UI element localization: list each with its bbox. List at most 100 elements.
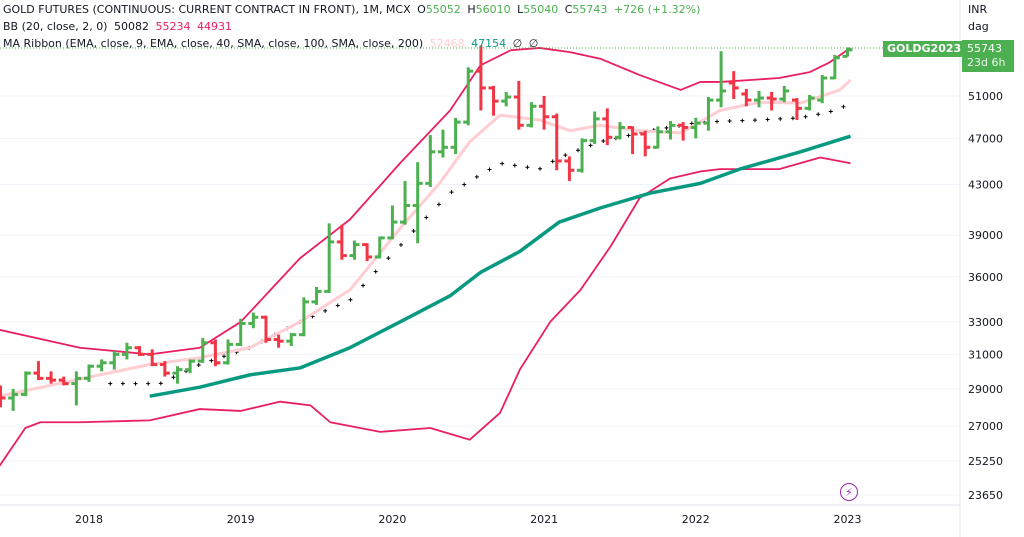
bb-basis-point [803,114,808,119]
bb-basis-point [538,166,543,171]
ohlc-bar [147,349,158,367]
ohlc-bar [437,129,448,158]
ohlc-bar [20,371,31,397]
bb-basis-point [752,118,757,123]
ohlc-bar [564,156,575,181]
ohlc-bar [46,371,57,384]
ohlc-bar [589,111,600,144]
last-price: 55743 [967,42,1002,55]
time-tick-label: 2020 [378,513,406,526]
ma-label: MA Ribbon (EMA, close, 9, EMA, close, 40… [3,37,424,50]
ohlc-bar [425,135,436,187]
price-tick-label: 29000 [968,383,1003,396]
bb-basis-point [500,161,505,166]
price-tick-label: 27000 [968,420,1003,433]
ohlc-bar [248,312,259,329]
ohlc-bar [400,180,411,225]
bb-basis-point [108,381,113,386]
bb-lower-value: 44931 [196,20,232,33]
ohlc-bar [665,121,676,140]
ohlc-bar [450,117,461,155]
ohlc-bar [374,236,385,259]
ma-ribbon-legend[interactable]: MA Ribbon (EMA, close, 9, EMA, close, 40… [3,37,541,51]
ohlc-bar [273,334,284,348]
bb-basis-point [601,139,606,144]
ohlc-bar [197,337,208,363]
open-value: 55052 [425,3,461,16]
countdown: 23d 6h [967,56,1006,69]
bb-basis-point [487,167,492,172]
bb-basis-point [778,116,783,121]
ohlc-bar [614,122,625,140]
bb-basis-point [386,256,391,261]
bb-label: BB (20, close, 2, 0) [3,20,108,33]
time-tick-label: 2023 [834,513,862,526]
bb-basis-point [398,242,403,247]
price-tick-label: 47000 [968,132,1003,145]
symbol-title: GOLD FUTURES (CONTINUOUS: CURRENT CONTRA… [3,3,411,16]
low-value: 55040 [523,3,559,16]
bb-basis-point [436,202,441,207]
ohlc-bar [71,371,82,406]
ohlc-bar [652,126,663,149]
ma3-value: ∅ [512,37,523,50]
ohlc-bar [324,223,335,293]
ohlc-bar [842,47,853,58]
ema-40-line [149,134,852,398]
bb-basis-point [411,229,416,234]
bb-basis-point [335,303,340,308]
ohlc-bar [412,162,423,244]
time-axis[interactable]: 2018 2019 2020 2021 2022 2023 [75,513,862,526]
ohlc-bar [210,339,221,367]
ohlc-bar [526,102,537,128]
bb-basis-point [323,308,328,313]
ohlc-bar [336,224,347,260]
bb-basis-point [727,119,732,124]
ohlc-bar [513,80,524,130]
bb-lower-line [0,156,851,467]
close-value: 55743 [572,3,608,16]
ohlc-bar [223,339,234,365]
ma4-value: ∅ [528,37,539,50]
price-tick-label: 36000 [968,271,1003,284]
bb-basis-point [715,119,720,124]
ohlc-bar [475,45,486,111]
ohlc-bar [678,122,689,141]
high-value: 56010 [475,3,511,16]
price-tick-label: 33000 [968,316,1003,329]
symbol-legend: GOLD FUTURES (CONTINUOUS: CURRENT CONTRA… [3,3,701,16]
bb-basis-point [474,174,479,179]
bb-upper-value: 55234 [155,20,191,33]
ohlc-bar [96,359,107,372]
ohlc-bar [84,364,94,382]
bb-basis-point [133,381,138,386]
ohlc-bar [286,333,297,347]
price-axis[interactable]: 51000 47000 43000 39000 36000 33000 31000 29000… [968,90,1003,502]
lightning-icon[interactable]: ⚡ [840,483,858,501]
bb-basis-point [424,215,429,220]
ohlc-bar [185,359,196,374]
bb-legend[interactable]: BB (20, close, 2, 0) 50082 55234 44931 [3,20,235,34]
price-tick-label: 43000 [968,179,1003,192]
bb-basis-point [512,163,517,168]
ohlc-bar [602,108,613,146]
ohlc-bar [728,71,739,100]
ohlc-bar [627,125,638,155]
ohlc-bar [577,138,588,173]
last-price-box: 55743 23d 6h [962,40,1014,72]
ohlc-bar [741,88,752,107]
ohlc-bar [387,205,398,240]
time-tick-label: 2018 [75,513,103,526]
bb-basis-point [816,112,821,117]
currency-label[interactable]: INR [968,3,988,16]
ohlc-bar [134,346,145,357]
ohlc-bar [235,318,246,347]
price-tick-label: 51000 [968,90,1003,103]
bb-basis-point [550,159,555,164]
ohlc-bar [716,51,727,108]
ohlc-bar [362,243,373,262]
bb-basis-point [790,116,795,121]
unit-label[interactable]: dag [968,20,989,33]
bb-upper-line [0,47,852,356]
